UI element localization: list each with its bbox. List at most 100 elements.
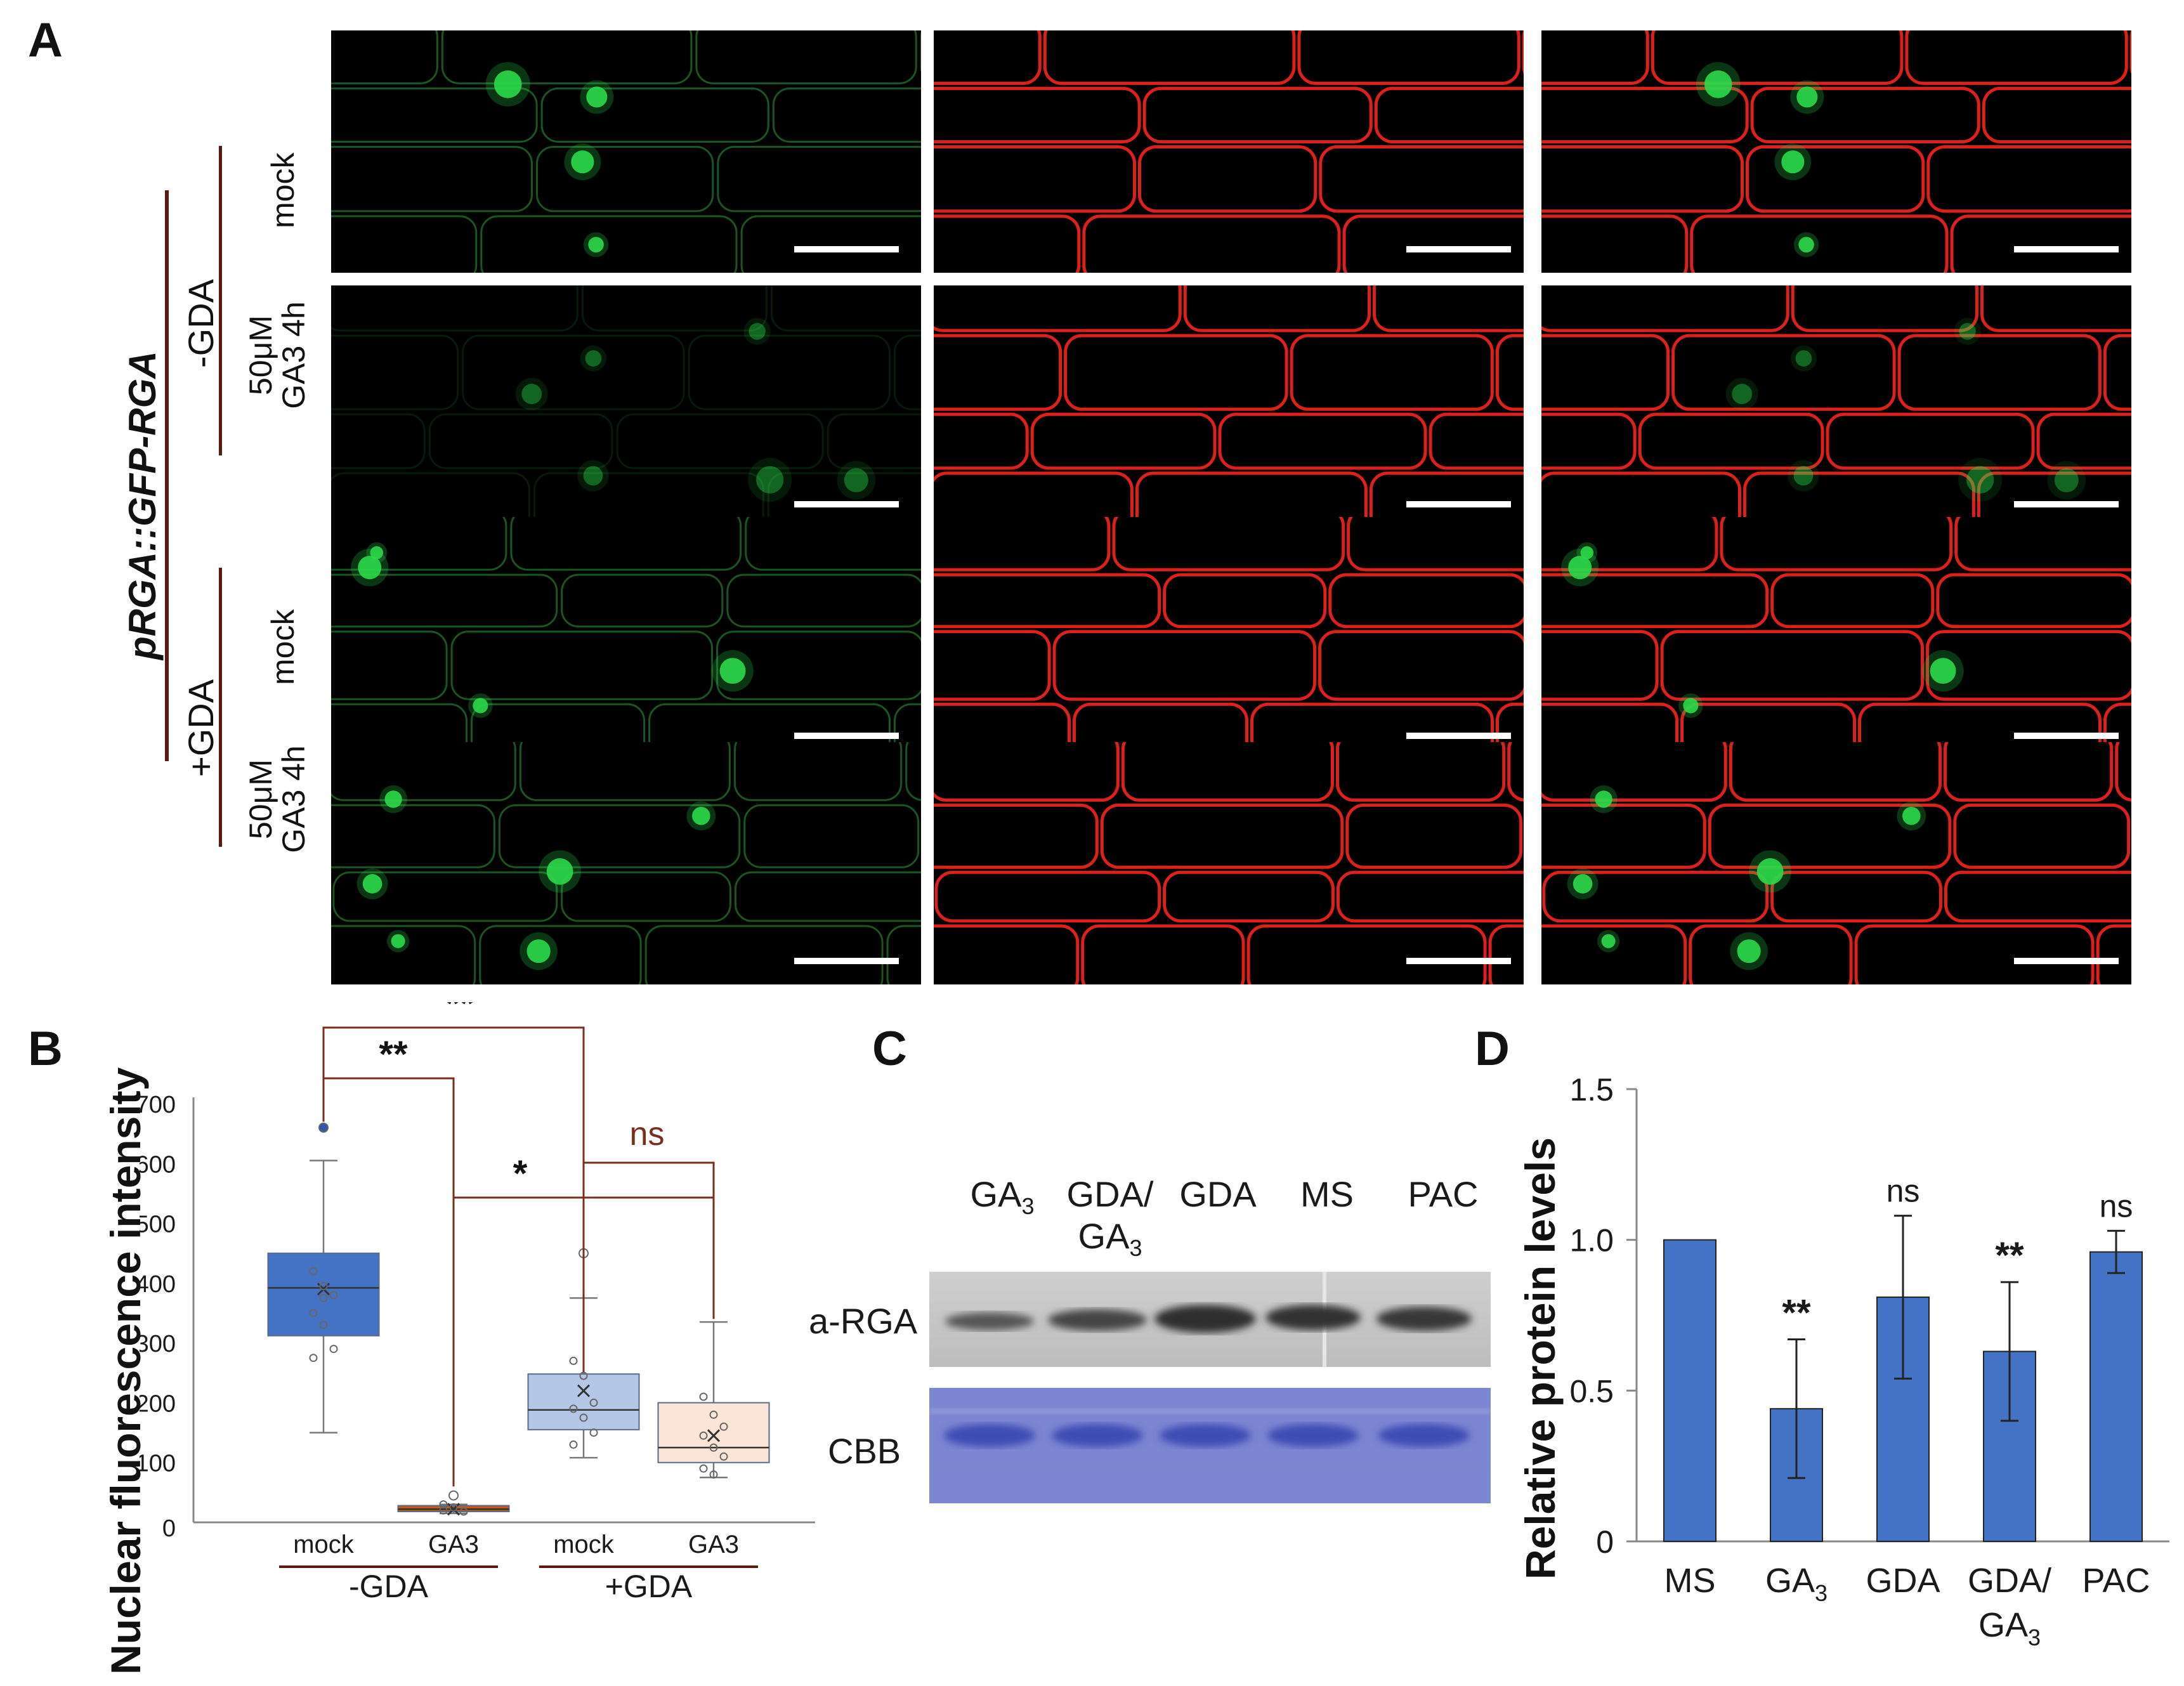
cell-wall bbox=[1936, 573, 2131, 629]
cell-outline bbox=[510, 517, 742, 571]
x-category-label: GA3 bbox=[1765, 1562, 1828, 1606]
construct-label: pRGA::GFP-RGA bbox=[121, 351, 164, 660]
y-tick-label: 0 bbox=[162, 1515, 176, 1542]
nucleus-glow bbox=[1725, 377, 1758, 410]
nucleus bbox=[844, 468, 868, 493]
cell-wall bbox=[934, 214, 1081, 273]
cell-wall bbox=[1541, 630, 1659, 701]
cell-wall bbox=[1336, 870, 1524, 923]
cell-outline bbox=[767, 472, 921, 528]
nucleus bbox=[473, 698, 488, 714]
cell-wall bbox=[1246, 924, 1487, 984]
nucleus bbox=[1737, 939, 1761, 964]
panel-d-barchart: 1.5 1.0 0.5 0 MS ** GA3 ns GDA ** GDA/GA3 ns PAC bbox=[1569, 1072, 2169, 1650]
cell-wall bbox=[1064, 334, 1288, 411]
nucleus-glow bbox=[837, 461, 876, 500]
nucleus-glow bbox=[748, 457, 792, 502]
cell-wall bbox=[1488, 924, 1524, 984]
cell-wall bbox=[1541, 573, 1769, 629]
cell-outline bbox=[331, 30, 438, 84]
y-tick-label: 1.0 bbox=[1569, 1223, 1614, 1258]
nucleus bbox=[358, 556, 382, 580]
cell-wall bbox=[1369, 471, 1524, 528]
data-point bbox=[569, 1356, 578, 1365]
cell-wall bbox=[1030, 412, 1217, 470]
cell-wall bbox=[934, 86, 1141, 143]
cell-wall bbox=[1218, 412, 1427, 470]
scale-bar bbox=[1406, 501, 1511, 507]
cell-wall bbox=[1429, 412, 1524, 470]
cell-outline bbox=[726, 573, 921, 628]
nucleus bbox=[1580, 546, 1594, 559]
nucleus bbox=[391, 934, 405, 948]
row-label-1: mock bbox=[265, 152, 301, 228]
cell-wall bbox=[1082, 214, 1341, 273]
cell-wall bbox=[1541, 471, 1741, 528]
nucleus bbox=[1796, 86, 1818, 108]
nucleus bbox=[1959, 323, 1976, 340]
data-point bbox=[579, 1413, 588, 1422]
cell-outline bbox=[688, 334, 891, 410]
cell-wall bbox=[1121, 742, 1334, 802]
x-category-label: GA3 bbox=[688, 1531, 739, 1559]
cell-outline bbox=[644, 925, 884, 984]
cell-wall bbox=[1372, 285, 1524, 332]
cell-wall bbox=[1954, 517, 2131, 572]
cell-wall bbox=[1183, 285, 1371, 332]
data-point bbox=[699, 1431, 708, 1440]
cell-outline bbox=[471, 703, 646, 759]
cell-outline bbox=[331, 925, 476, 984]
cell-outline bbox=[535, 145, 714, 212]
x-category-label: PAC bbox=[2082, 1562, 2150, 1600]
cell-wall bbox=[2096, 924, 2131, 984]
cell-wall bbox=[934, 924, 1080, 984]
panel-d-letter: D bbox=[1475, 1022, 1510, 1076]
data-point bbox=[319, 1293, 328, 1302]
cell-wall bbox=[1163, 870, 1335, 923]
scale-bar bbox=[2014, 958, 2119, 964]
row-label-2: 50μM GA3 4h bbox=[243, 301, 311, 409]
significance-label: ** bbox=[379, 1034, 408, 1075]
cell-wall bbox=[1052, 630, 1317, 701]
group-label: +GDA bbox=[605, 1569, 693, 1604]
nucleus bbox=[756, 466, 784, 494]
cell-wall bbox=[1142, 86, 1373, 143]
nucleus bbox=[691, 806, 710, 825]
y-tick-label: 200 bbox=[140, 1390, 176, 1417]
data-point bbox=[319, 1321, 328, 1330]
nucleus-glow bbox=[1954, 318, 1981, 345]
cell-wall bbox=[934, 742, 1120, 802]
cell-wall bbox=[934, 517, 1111, 572]
cell-wall bbox=[1770, 573, 1935, 629]
cell-wall bbox=[1720, 517, 1953, 572]
significance-label: * bbox=[513, 1153, 528, 1194]
group-label: -GDA bbox=[349, 1569, 429, 1604]
blot-label-argA: a-RGA bbox=[809, 1301, 918, 1341]
cell-outline bbox=[331, 517, 507, 571]
band-lane1 bbox=[945, 1312, 1034, 1330]
mean-marker bbox=[447, 1503, 461, 1516]
box-2 bbox=[397, 1490, 510, 1516]
nucleus-glow bbox=[2047, 461, 2086, 500]
outlier-point bbox=[318, 1122, 329, 1133]
cell-wall bbox=[1541, 30, 1649, 85]
cell-wall bbox=[1345, 803, 1523, 869]
cell-wall bbox=[1541, 285, 1789, 332]
data-point bbox=[569, 1440, 578, 1449]
data-point bbox=[569, 1404, 578, 1413]
cell-wall bbox=[934, 471, 1134, 528]
nucleus-glow bbox=[1790, 345, 1817, 372]
arga-blot-strip bbox=[929, 1272, 1491, 1367]
micrograph-r3-c3 bbox=[1541, 517, 2131, 759]
band-lane3 bbox=[1154, 1305, 1256, 1333]
cell-wall bbox=[1541, 803, 1706, 869]
cell-outline bbox=[540, 87, 769, 143]
nucleus bbox=[1568, 556, 1592, 580]
cell-wall bbox=[1043, 30, 1296, 85]
cell-wall bbox=[1750, 86, 1980, 143]
scale-bar bbox=[1406, 733, 1511, 739]
cell-wall bbox=[1081, 924, 1245, 984]
scale-bar bbox=[1406, 246, 1511, 252]
lane-label-2: GDA/GA3 bbox=[1066, 1174, 1154, 1262]
cell-wall bbox=[1374, 86, 1524, 143]
